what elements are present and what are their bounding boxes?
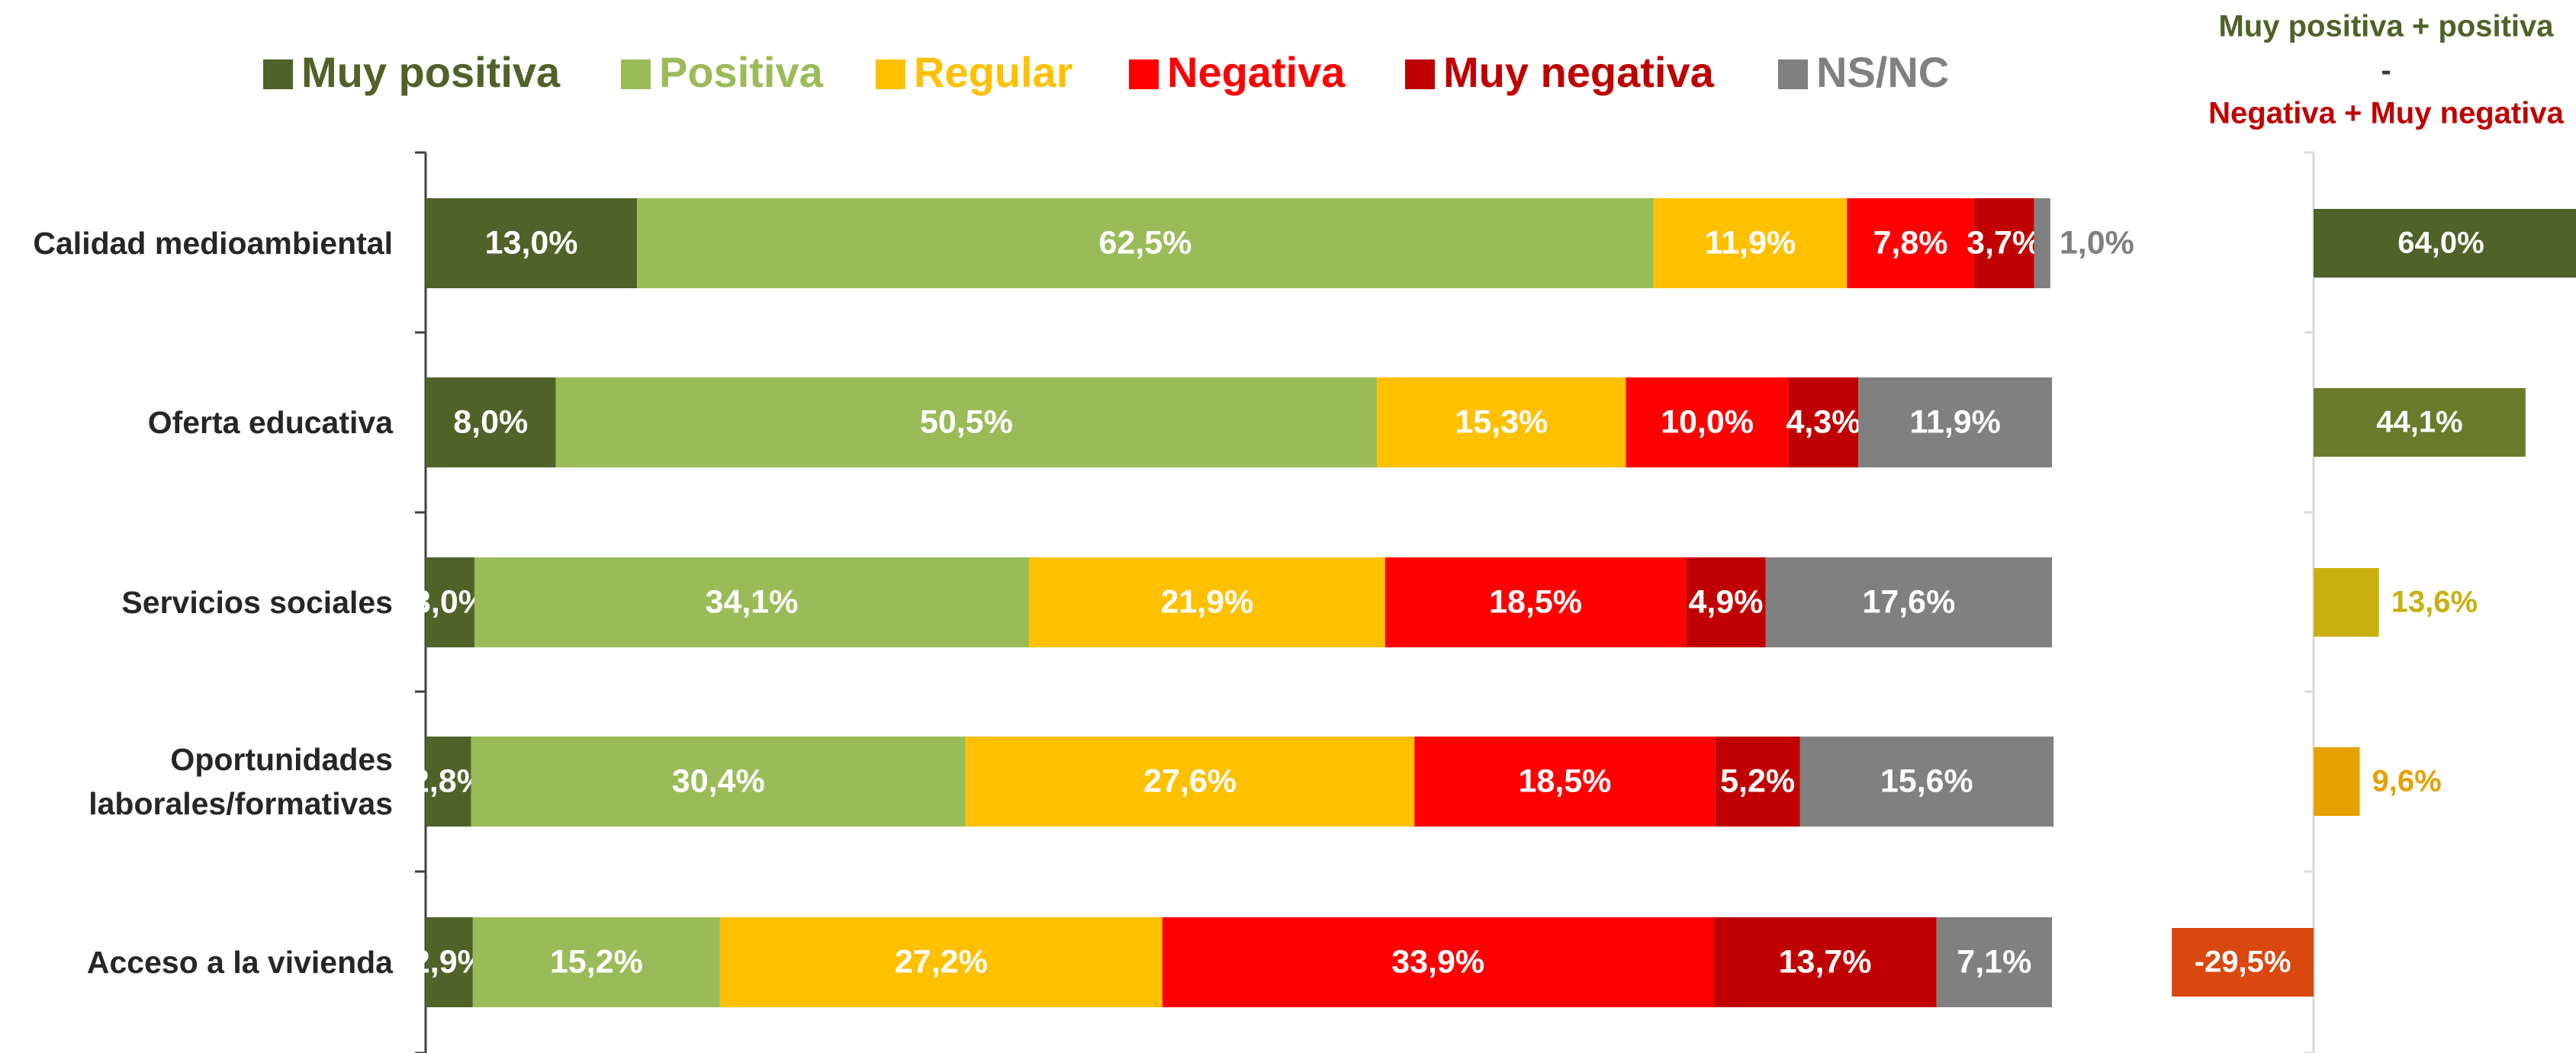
bar-segment [1377,377,1626,467]
bar [2314,209,2576,278]
value-label: 8,0% [453,403,528,440]
value-label: 15,2% [550,943,643,980]
value-label: 64,0% [2398,226,2484,260]
value-label: 10,0% [1661,403,1754,440]
value-label: 11,9% [1705,224,1796,261]
category-label: Oportunidades laborales/formativas [88,742,393,821]
legend-label: Muy negativa [1443,48,1715,96]
value-label: 27,2% [895,943,988,980]
chart-title: - [2381,54,2391,88]
legend-swatch [876,59,905,89]
bar [2314,568,2379,637]
bar-segment [1028,557,1385,647]
bar-segment [1162,917,1714,1007]
category-label: Servicios sociales [121,585,393,620]
value-label: 17,6% [1862,583,1955,620]
bar-segment [1788,377,1859,467]
legend-swatch [621,59,651,89]
bar-segment [1384,557,1687,647]
bar-segment [426,737,471,827]
bar-segment [1626,377,1789,467]
bar [2172,928,2314,997]
bar-segment [1936,917,2052,1007]
value-label: 1,0% [2060,224,2134,261]
legend-swatch [1129,59,1159,89]
value-label: 3,7% [1967,224,2041,261]
legend-swatch [1778,59,1808,89]
value-label: 18,5% [1489,583,1582,620]
value-label: 34,1% [705,583,798,620]
value-label: 33,9% [1391,943,1484,980]
bar-segment [426,198,638,288]
bar-segment [472,917,720,1007]
bar-segment [965,737,1415,827]
category-label: Oferta educativa [147,405,393,440]
chart-title: Negativa + Muy negativa [2208,97,2564,130]
bar-segment [637,198,1654,288]
legend-label: Positiva [659,48,824,96]
legend-swatch [1405,59,1435,89]
bar [2314,747,2360,816]
value-label: 15,3% [1455,403,1548,440]
bar-segment [1713,917,1937,1007]
bar-segment [471,737,966,827]
bar-segment [555,377,1378,467]
value-label: 21,9% [1160,583,1253,620]
legend-label: Muy positiva [301,48,561,96]
category-label: Acceso a la vivienda [86,945,393,980]
bar-segment [2034,198,2050,288]
value-label: 7,1% [1957,943,2031,980]
value-label: 4,3% [1786,403,1860,440]
value-label: 13,0% [485,224,578,261]
bar-segment [1653,198,1848,288]
value-label: 7,8% [1873,224,1948,261]
bar-segment [719,917,1163,1007]
bar-segment [1799,737,2054,827]
bar-segment [1686,557,1766,647]
value-label: 30,4% [672,762,765,799]
legend-label: Regular [914,48,1073,96]
legend-label: Negativa [1167,48,1346,96]
bar-segment [1715,737,1800,827]
value-label: 13,6% [2391,586,2478,619]
bar-segment [1765,557,2052,647]
value-label: 44,1% [2376,406,2462,439]
value-label: 50,5% [920,403,1013,440]
bar-segment [426,917,473,1007]
bar-segment [426,377,556,467]
value-label: 15,6% [1880,762,1973,799]
chart-title: Muy positiva + positiva [2218,10,2554,43]
value-label: 4,9% [1689,583,1764,620]
legend-label: NS/NC [1816,48,1949,96]
value-label: 11,9% [1909,403,2001,440]
bar-segment [426,557,474,647]
bar-segment [1858,377,2052,467]
bar-segment [1414,737,1716,827]
bar [2314,388,2526,457]
value-label: 13,7% [1779,943,1872,980]
value-label: 27,6% [1143,762,1237,799]
value-label: 5,2% [1720,762,1795,799]
value-label: 62,5% [1098,224,1192,261]
bar-segment [1847,198,1974,288]
value-label: 18,5% [1518,762,1611,799]
bar-segment [1973,198,2034,288]
bar-segment [474,557,1029,647]
value-label: -29,5% [2195,945,2291,979]
legend-swatch [263,59,293,89]
value-label: 9,6% [2372,765,2441,798]
category-label: Calidad medioambiental [33,226,393,261]
